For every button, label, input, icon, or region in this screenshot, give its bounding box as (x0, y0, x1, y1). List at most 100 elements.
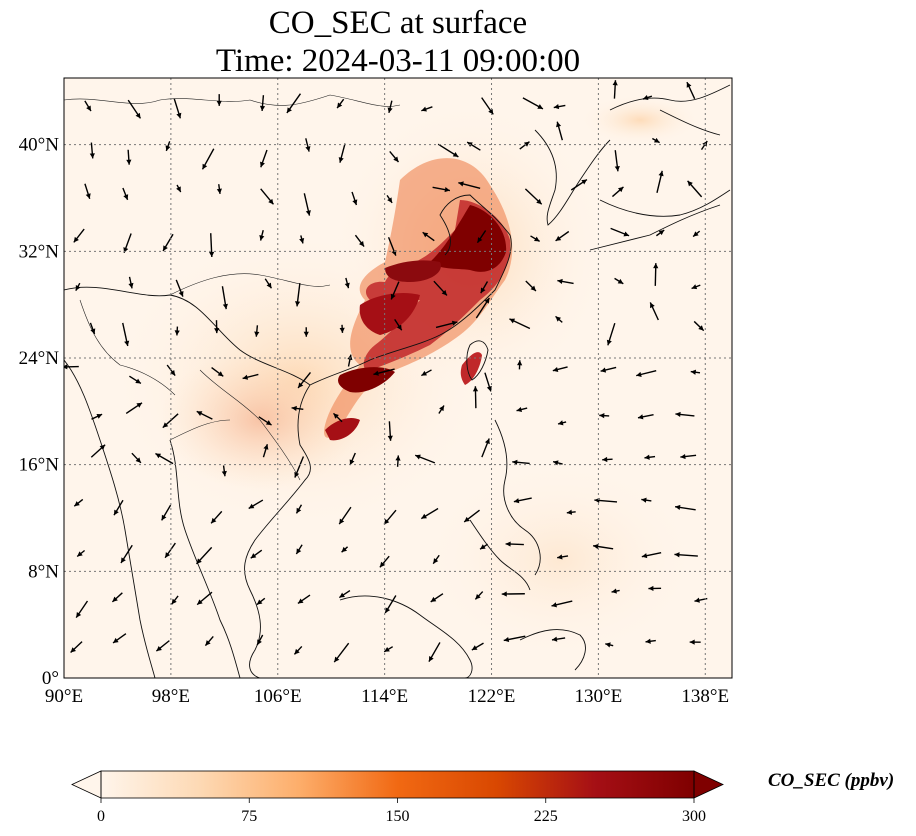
co-plume-core (324, 158, 513, 441)
wind-arrow-head (202, 163, 208, 170)
wind-arrow-head (551, 636, 558, 642)
wind-arrow-head (509, 318, 516, 324)
wind-arrow-head (385, 607, 391, 614)
wind-arrow-head (551, 602, 557, 608)
wind-arrow-head (96, 414, 103, 419)
wind-arrow-head (286, 107, 292, 113)
wind-arrow-head (530, 285, 536, 291)
x-tick-label: 122°E (468, 686, 516, 707)
colorbar-extend-min (71, 770, 102, 799)
wind-arrow-head (617, 278, 624, 284)
wind-arrow-head (135, 457, 141, 463)
wind-arrow-head (471, 645, 478, 651)
wind-arrow-head (553, 104, 560, 110)
wind-arrow-head (299, 237, 305, 244)
wind-arrow-head (64, 364, 68, 370)
wind-arrow-head (552, 366, 559, 373)
wind-arrow-head (70, 647, 77, 653)
wind-arrow-head (658, 170, 664, 177)
wind-arrow-head (693, 231, 699, 237)
wind-vectors (64, 80, 708, 663)
y-tick-label: 40°N (19, 135, 60, 156)
wind-arrow-head (387, 435, 393, 441)
wind-arrow-head (291, 405, 297, 412)
x-axis-ticks: 90°E 98°E 106°E 114°E 122°E 130°E 138°E (45, 686, 729, 707)
wind-arrow-head (265, 420, 272, 426)
wind-arrow-head (464, 516, 470, 522)
plot-title-line1: CO_SEC at surface (268, 5, 528, 41)
wind-arrow-head (379, 561, 386, 568)
wind-arrow-head (333, 413, 339, 419)
wind-arrow-head (433, 558, 439, 564)
wind-arrow-head (155, 453, 162, 459)
wind-arrow-head (263, 444, 269, 450)
wind-arrow-head (211, 517, 217, 524)
wind-arrow-head (486, 385, 492, 392)
wind-arrow-head (581, 179, 587, 185)
wind-arrow-head (208, 251, 215, 257)
wind-arrow-head (557, 554, 563, 560)
wind-arrow-head (566, 509, 573, 515)
wind-arrow-head (648, 585, 654, 592)
wind-arrow-head (537, 104, 543, 109)
wind-arrow-head (216, 100, 222, 106)
wind-arrow-head (393, 156, 399, 162)
y-tick-label: 16°N (19, 455, 60, 476)
wind-arrow-head (395, 455, 401, 461)
wind-arrow-head (505, 541, 511, 547)
wind-arrow-head (606, 339, 612, 346)
wind-arrow-head (126, 159, 132, 165)
wind-arrow-head (165, 145, 171, 151)
wind-arrow-head (653, 263, 659, 269)
wind-arrow-head (77, 551, 83, 557)
wind-arrow-head (352, 199, 358, 205)
wind-arrow-head (658, 230, 665, 236)
wind-arrow-head (686, 82, 692, 88)
colorbar-title: CO_SEC (ppbv) (768, 770, 895, 791)
wind-arrow-head (641, 497, 647, 503)
wind-arrow-head (694, 597, 700, 603)
wind-arrow-head (555, 235, 562, 241)
colorbar-tick-label: 225 (534, 808, 558, 825)
y-tick-label: 24°N (19, 348, 60, 369)
wind-arrow-head (257, 639, 262, 645)
wind-arrow-head (439, 405, 445, 412)
wind-arrow-head (266, 282, 272, 289)
map-frame (63, 77, 733, 679)
wind-arrow-head (344, 282, 350, 289)
wind-arrow-head (339, 327, 345, 333)
wind-arrow-head (421, 106, 427, 112)
wind-arrow-head (176, 112, 182, 119)
wind-arrow-head (557, 420, 564, 426)
wind-arrow-head (75, 285, 81, 291)
colorbar-gradient (101, 771, 694, 798)
wind-arrow-head (415, 454, 421, 460)
wind-arrow-head (297, 598, 304, 604)
x-tick-label: 90°E (45, 686, 83, 707)
wind-arrow-head (517, 360, 523, 366)
wind-arrow-head (338, 157, 344, 163)
colorbar: 0 75 150 225 300 (71, 770, 724, 825)
wind-arrow-head (617, 186, 624, 193)
wind-arrow-head (171, 598, 177, 605)
wind-arrow-head (259, 235, 265, 241)
wind-arrow-head (599, 413, 605, 419)
colorbar-ticks: 0 75 150 225 300 (97, 798, 706, 825)
wind-arrow-head (85, 193, 91, 199)
wind-arrow-head (242, 374, 249, 380)
wind-arrow-head (477, 237, 483, 243)
wind-arrow-head (674, 552, 680, 558)
wind-arrow-head (162, 422, 169, 428)
wind-arrow-head (516, 406, 523, 413)
colorbar-tick-label: 300 (682, 808, 706, 825)
wind-arrow-head (555, 316, 561, 322)
wind-arrow-head (602, 456, 608, 463)
wind-arrow-head (135, 378, 141, 384)
wind-arrow-head (73, 236, 79, 243)
wind-arrow-head (113, 637, 119, 643)
wind-arrow-head (222, 303, 228, 310)
wind-arrow-head (387, 107, 393, 113)
y-tick-label: 0° (42, 668, 59, 689)
wind-arrow-head (689, 639, 695, 645)
wind-arrow-head (422, 232, 429, 238)
